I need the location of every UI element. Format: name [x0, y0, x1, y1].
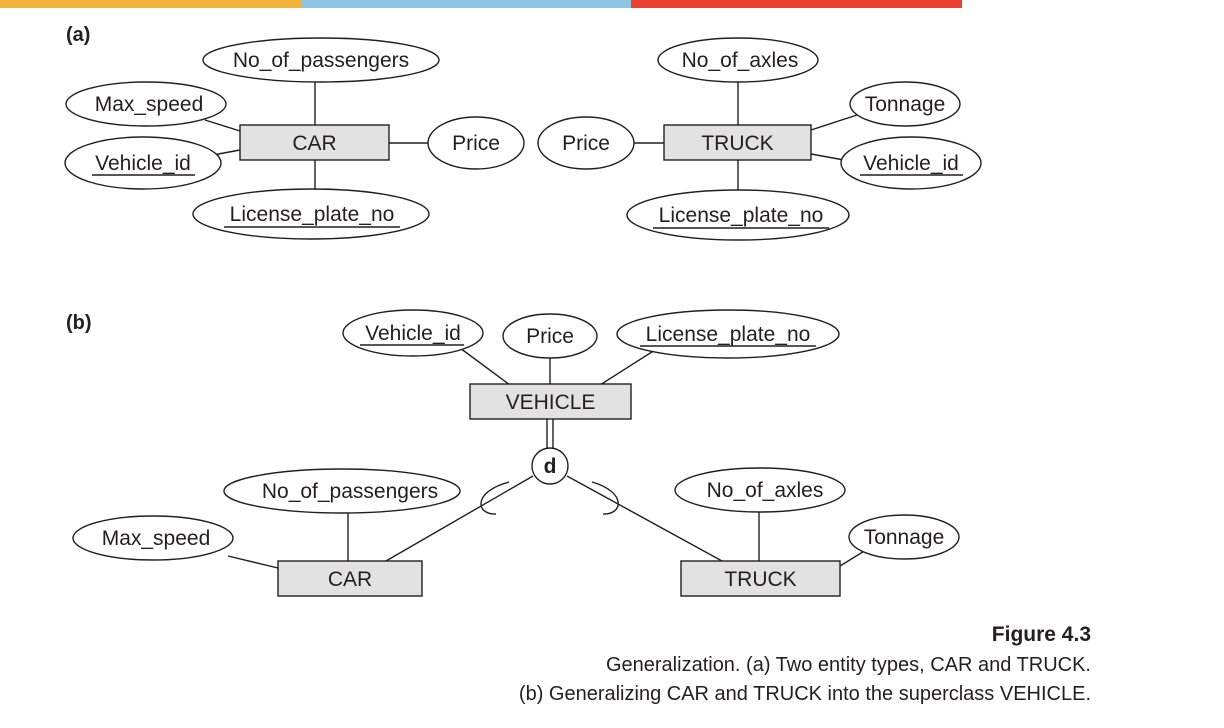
subset-symbol-truck [591, 481, 619, 515]
part-a-label: (a) [66, 24, 90, 46]
figure-number: Figure 4.3 [991, 623, 1091, 646]
svg-text:Vehicle_id: Vehicle_id [365, 322, 461, 345]
svg-text:No_of_passengers: No_of_passengers [233, 49, 409, 72]
svg-text:Max_speed: Max_speed [95, 93, 204, 116]
svg-text:No_of_axles: No_of_axles [682, 49, 799, 72]
svg-text:CAR: CAR [328, 568, 372, 591]
attr-price-truck-a: Price [537, 116, 635, 170]
attr-license-plate-no-a: License_plate_no [192, 188, 430, 240]
attr-license-plate-no-b: License_plate_no [616, 309, 840, 359]
attr-no-of-passengers-a: No_of_passengers [202, 37, 440, 83]
attr-price-car-a: Price [427, 116, 525, 170]
svg-text:TRUCK: TRUCK [724, 568, 796, 591]
svg-text:License_plate_no: License_plate_no [230, 203, 395, 226]
subset-symbol-car [480, 481, 510, 515]
svg-text:Price: Price [562, 132, 610, 155]
accent-bar-blue [302, 0, 631, 8]
attr-max-speed-b: Max_speed [72, 515, 234, 561]
attr-vehicle-id-truck-a: Vehicle_id [840, 136, 982, 190]
svg-text:VEHICLE: VEHICLE [506, 391, 596, 414]
svg-text:Max_speed: Max_speed [102, 527, 211, 550]
svg-text:License_plate_no: License_plate_no [659, 204, 824, 227]
svg-text:Vehicle_id: Vehicle_id [95, 152, 191, 175]
attr-no-of-axles-a: No_of_axles [657, 37, 819, 83]
caption-line-1: Generalization. (a) Two entity types, CA… [605, 654, 1091, 676]
svg-text:License_plate_no: License_plate_no [646, 323, 811, 346]
car-entity-a: CAR [239, 124, 390, 161]
svg-text:Tonnage: Tonnage [865, 93, 946, 116]
attr-license-plate-no-truck-a: License_plate_no [626, 189, 850, 241]
svg-text:Price: Price [452, 132, 500, 155]
attr-tonnage-b: Tonnage [848, 514, 960, 560]
svg-text:TRUCK: TRUCK [701, 132, 773, 155]
attr-vehicle-id-a: Vehicle_id [64, 136, 222, 190]
svg-text:Tonnage: Tonnage [864, 526, 945, 549]
attr-no-of-passengers-b: No_of_passengers [223, 468, 461, 514]
svg-text:CAR: CAR [292, 132, 336, 155]
accent-bar-yellow [0, 0, 302, 8]
svg-text:No_of_axles: No_of_axles [707, 479, 824, 502]
svg-text:No_of_passengers: No_of_passengers [262, 480, 438, 503]
svg-text:d: d [544, 455, 557, 478]
part-b-label: (b) [66, 312, 92, 334]
attr-vehicle-id-b: Vehicle_id [342, 309, 484, 357]
car-entity-b: CAR [277, 560, 423, 597]
accent-bar-red [631, 0, 962, 8]
svg-text:Price: Price [526, 325, 574, 348]
attr-max-speed-a: Max_speed [65, 81, 227, 127]
attr-no-of-axles-b: No_of_axles [674, 467, 846, 513]
attr-tonnage-a: Tonnage [849, 81, 961, 127]
disjoint-circle: d [531, 447, 569, 485]
truck-entity-a: TRUCK [663, 124, 812, 161]
caption-line-2: (b) Generalizing CAR and TRUCK into the … [518, 683, 1091, 705]
vehicle-entity-b: VEHICLE [469, 383, 632, 420]
attr-price-b: Price [502, 313, 598, 359]
truck-entity-b: TRUCK [680, 560, 841, 597]
svg-text:Vehicle_id: Vehicle_id [863, 152, 959, 175]
